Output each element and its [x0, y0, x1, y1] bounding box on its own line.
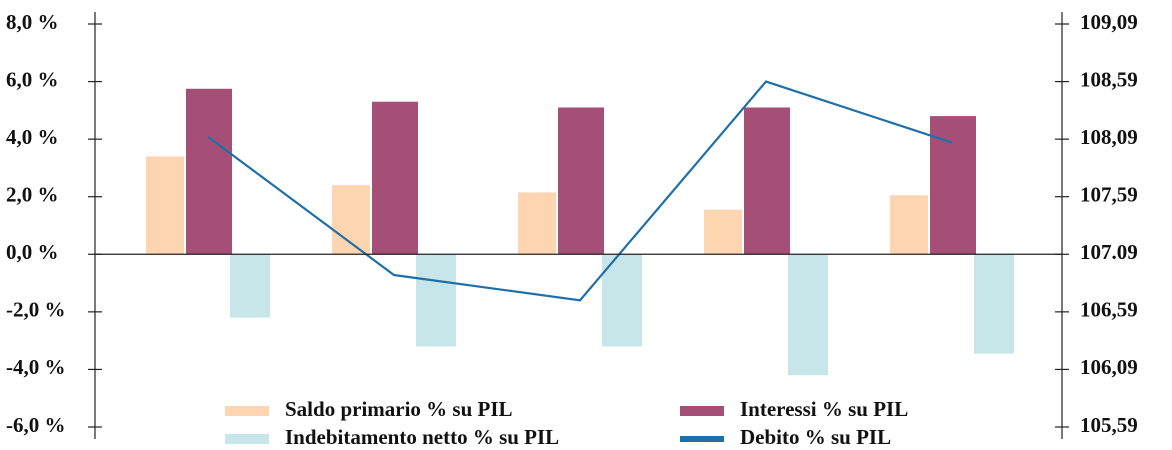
legend-swatch: [680, 406, 724, 416]
legend-swatch: [680, 436, 724, 442]
bar: [930, 116, 976, 255]
y2-tick-label: 107,59: [1080, 183, 1138, 207]
bar: [890, 195, 928, 255]
bar: [230, 254, 270, 318]
legend-label: Debito % su PIL: [740, 425, 891, 449]
y-tick-label: 2,0 %: [6, 183, 59, 207]
bar: [372, 101, 418, 255]
y2-tick-label: 108,59: [1080, 67, 1138, 91]
y-tick-label: -4,0 %: [6, 355, 66, 379]
bar: [146, 156, 184, 255]
y-tick-label: 0,0 %: [6, 240, 59, 264]
bar: [558, 107, 604, 255]
bar: [744, 107, 790, 255]
legend-swatch: [225, 434, 269, 444]
y-tick-label: 6,0 %: [6, 67, 59, 91]
legend-label: Indebitamento netto % su PIL: [285, 425, 559, 449]
legend-label: Saldo primario % su PIL: [285, 397, 513, 421]
y-tick-label: 4,0 %: [6, 125, 59, 149]
bar: [518, 192, 556, 255]
y-tick-label: -2,0 %: [6, 298, 66, 322]
bar: [974, 254, 1014, 354]
bar: [602, 254, 642, 347]
legend-swatch: [225, 406, 269, 416]
line-series: [207, 80, 953, 302]
bar: [788, 254, 828, 376]
y-tick-label: 8,0 %: [6, 10, 59, 34]
bar: [186, 88, 232, 255]
legend-label: Interessi % su PIL: [740, 397, 908, 421]
y-tick-label: -6,0 %: [6, 413, 66, 437]
y2-tick-label: 106,59: [1080, 298, 1138, 322]
bar: [704, 209, 742, 255]
y2-tick-label: 107.09: [1080, 240, 1138, 264]
bar: [416, 254, 456, 347]
y2-tick-label: 105,59: [1080, 413, 1138, 437]
y2-tick-label: 106,09: [1080, 355, 1138, 379]
y2-tick-label: 108,09: [1080, 125, 1138, 149]
y2-tick-label: 109,09: [1080, 10, 1138, 34]
